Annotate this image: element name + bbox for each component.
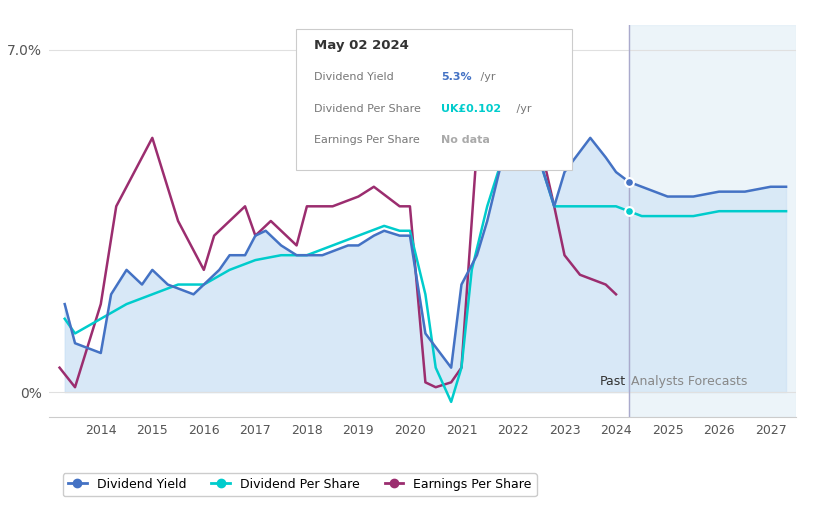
- Text: Dividend Per Share: Dividend Per Share: [314, 104, 421, 114]
- Text: UK£0.102: UK£0.102: [442, 104, 502, 114]
- FancyBboxPatch shape: [296, 29, 572, 170]
- Text: Analysts Forecasts: Analysts Forecasts: [631, 375, 748, 388]
- Point: [622, 207, 635, 215]
- Legend: Dividend Yield, Dividend Per Share, Earnings Per Share: Dividend Yield, Dividend Per Share, Earn…: [63, 473, 537, 496]
- Text: May 02 2024: May 02 2024: [314, 39, 410, 52]
- Text: /yr: /yr: [477, 72, 496, 82]
- Text: Past: Past: [600, 375, 626, 388]
- Text: May 02 2024: May 02 2024: [310, 37, 406, 50]
- Bar: [629, 25, 796, 417]
- Text: /yr: /yr: [513, 104, 532, 114]
- Text: Earnings Per Share: Earnings Per Share: [314, 135, 420, 145]
- Text: Dividend Yield: Dividend Yield: [314, 72, 394, 82]
- Text: No data: No data: [442, 135, 490, 145]
- Point: [622, 178, 635, 186]
- Text: 5.3%: 5.3%: [442, 72, 472, 82]
